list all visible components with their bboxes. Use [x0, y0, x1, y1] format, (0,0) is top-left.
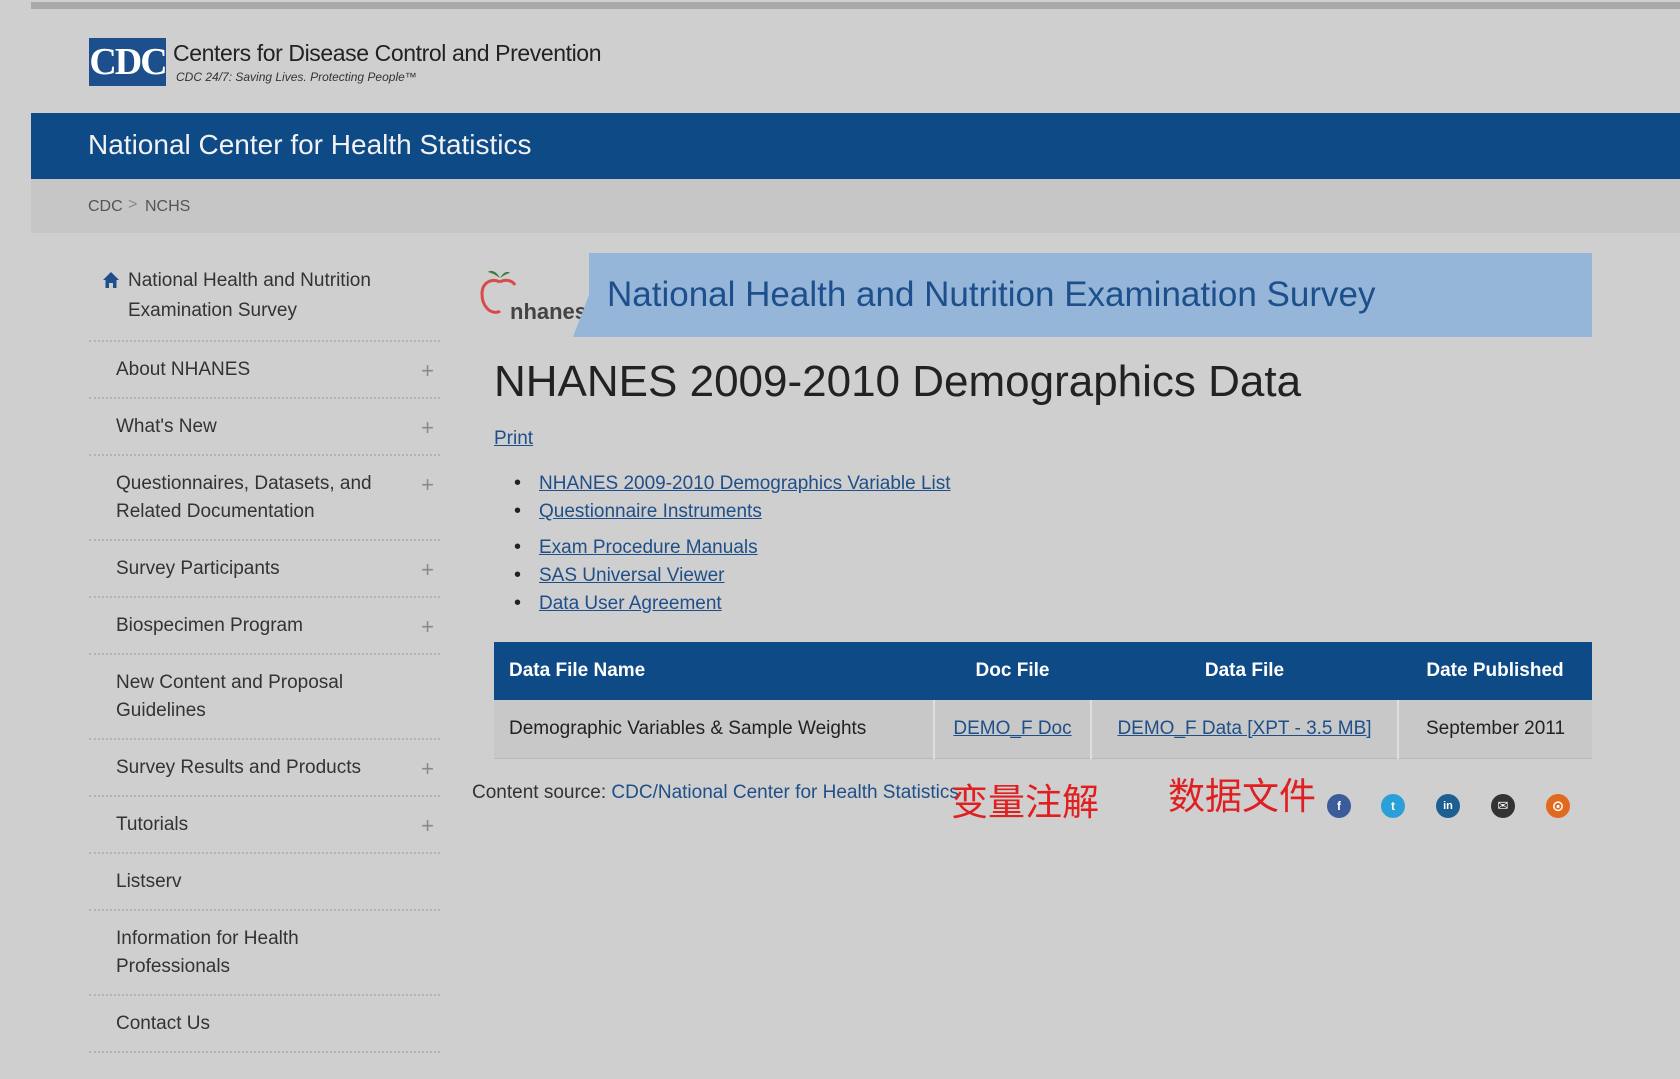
- sidebar-home[interactable]: National Health and Nutrition Examinatio…: [89, 256, 440, 340]
- exam-manuals-link[interactable]: Exam Procedure Manuals: [539, 537, 758, 558]
- sidebar-item-label: Tutorials: [116, 814, 189, 835]
- table-header-row: Data File Name Doc File Data File Date P…: [494, 642, 1592, 700]
- sidebar-item-health-professionals[interactable]: Information for Health Professionals: [89, 909, 440, 994]
- data-file-cell: DEMO_F Data [XPT - 3.5 MB]: [1090, 700, 1398, 759]
- banner-band: [573, 253, 1592, 337]
- banner-title[interactable]: National Health and Nutrition Examinatio…: [607, 275, 1376, 314]
- data-user-agreement-link[interactable]: Data User Agreement: [539, 593, 722, 614]
- list-item: SAS Universal Viewer: [512, 561, 951, 590]
- breadcrumb-separator: >: [128, 196, 138, 213]
- data-files-table: Data File Name Doc File Data File Date P…: [494, 642, 1592, 759]
- sidebar-item-tutorials[interactable]: Tutorials +: [89, 795, 440, 852]
- date-published-cell: September 2011: [1397, 700, 1592, 759]
- sidebar-item-listserv[interactable]: Listserv: [89, 852, 440, 909]
- data-file-name-cell: Demographic Variables & Sample Weights: [494, 700, 934, 759]
- print-link[interactable]: Print: [494, 428, 534, 449]
- table-row: Demographic Variables & Sample Weights D…: [494, 700, 1592, 759]
- agency-name[interactable]: Centers for Disease Control and Preventi…: [173, 40, 602, 66]
- list-item: Data User Agreement: [512, 589, 951, 618]
- sidebar-item-label: Contact Us: [116, 1013, 210, 1034]
- doc-file-link[interactable]: DEMO_F Doc: [953, 718, 1072, 739]
- data-file-link[interactable]: DEMO_F Data [XPT - 3.5 MB]: [1117, 718, 1372, 739]
- site-header-bar: National Center for Health Statistics: [31, 113, 1680, 179]
- linkedin-icon[interactable]: in: [1436, 794, 1460, 818]
- content-source-label: Content source:: [472, 782, 607, 803]
- breadcrumb-nchs[interactable]: NCHS: [145, 198, 191, 215]
- column-header: Data File: [1091, 642, 1398, 700]
- breadcrumb: CDC > NCHS: [31, 179, 1680, 233]
- content-source: Content source: CDC/National Center for …: [472, 782, 959, 804]
- expand-icon[interactable]: +: [421, 472, 434, 497]
- nhanes-banner: nhanes National Health and Nutrition Exa…: [478, 253, 1592, 337]
- sidebar-item-contact-us[interactable]: Contact Us: [89, 994, 440, 1053]
- sidebar-item-label: Information for Health Professionals: [116, 928, 299, 977]
- agency-tagline: CDC 24/7: Saving Lives. Protecting Peopl…: [176, 70, 417, 84]
- sidebar-item-questionnaires[interactable]: Questionnaires, Datasets, and Related Do…: [89, 454, 440, 539]
- sidebar-item-about-nhanes[interactable]: About NHANES +: [89, 340, 440, 397]
- column-header: Data File Name: [494, 642, 934, 700]
- cdc-logo[interactable]: CDC: [89, 38, 168, 86]
- doc-file-cell: DEMO_F Doc: [933, 700, 1091, 759]
- resource-links: NHANES 2009-2010 Demographics Variable L…: [512, 469, 951, 618]
- sidebar-item-survey-results[interactable]: Survey Results and Products +: [89, 738, 440, 795]
- sidebar-home-label: National Health and Nutrition Examinatio…: [128, 270, 371, 321]
- doc-annotation: 变量注解: [951, 781, 1099, 824]
- expand-icon[interactable]: +: [421, 358, 434, 383]
- facebook-icon[interactable]: f: [1327, 794, 1351, 818]
- breadcrumb-cdc[interactable]: CDC: [88, 198, 123, 215]
- column-header: Date Published: [1398, 642, 1592, 700]
- column-header: Doc File: [934, 642, 1091, 700]
- expand-icon[interactable]: +: [421, 756, 434, 781]
- questionnaire-instruments-link[interactable]: Questionnaire Instruments: [539, 501, 762, 522]
- variable-list-link[interactable]: NHANES 2009-2010 Demographics Variable L…: [539, 473, 951, 494]
- list-item: NHANES 2009-2010 Demographics Variable L…: [512, 469, 951, 498]
- list-item: Exam Procedure Manuals: [512, 533, 951, 562]
- list-item: Questionnaire Instruments: [512, 497, 951, 526]
- twitter-icon[interactable]: t: [1381, 794, 1405, 818]
- site-title[interactable]: National Center for Health Statistics: [88, 129, 532, 160]
- syndicate-icon[interactable]: ⊙: [1546, 794, 1570, 818]
- sidebar-item-label: What's New: [116, 416, 217, 437]
- sidebar-item-label: Survey Results and Products: [116, 757, 362, 778]
- sidebar-item-label: Listserv: [116, 871, 182, 892]
- sidebar-item-new-content[interactable]: New Content and Proposal Guidelines: [89, 653, 440, 738]
- page-title: NHANES 2009-2010 Demographics Data: [494, 357, 1302, 406]
- expand-icon[interactable]: +: [421, 614, 434, 639]
- sidebar-item-label: Questionnaires, Datasets, and Related Do…: [116, 473, 372, 522]
- content-source-link[interactable]: CDC/National Center for Health Statistic…: [611, 782, 959, 803]
- sidebar-item-label: Biospecimen Program: [116, 615, 303, 636]
- sidebar-item-label: New Content and Proposal Guidelines: [116, 672, 344, 721]
- sidebar-item-whats-new[interactable]: What's New +: [89, 397, 440, 454]
- sas-viewer-link[interactable]: SAS Universal Viewer: [539, 565, 725, 586]
- expand-icon[interactable]: +: [421, 557, 434, 582]
- sidebar-item-label: Survey Participants: [116, 558, 280, 579]
- sidebar-item-label: About NHANES: [116, 359, 251, 380]
- sidebar-nav: National Health and Nutrition Examinatio…: [89, 256, 440, 1053]
- expand-icon[interactable]: +: [421, 813, 434, 838]
- sidebar-item-biospecimen[interactable]: Biospecimen Program +: [89, 596, 440, 653]
- data-annotation: 数据文件: [1168, 775, 1316, 818]
- nhanes-logo-text: nhanes: [510, 299, 588, 324]
- email-icon[interactable]: ✉: [1491, 794, 1515, 818]
- top-border: [31, 2, 1680, 9]
- sidebar-item-survey-participants[interactable]: Survey Participants +: [89, 539, 440, 596]
- home-icon: [103, 272, 119, 288]
- expand-icon[interactable]: +: [421, 415, 434, 440]
- nhanes-apple-icon: [480, 270, 517, 314]
